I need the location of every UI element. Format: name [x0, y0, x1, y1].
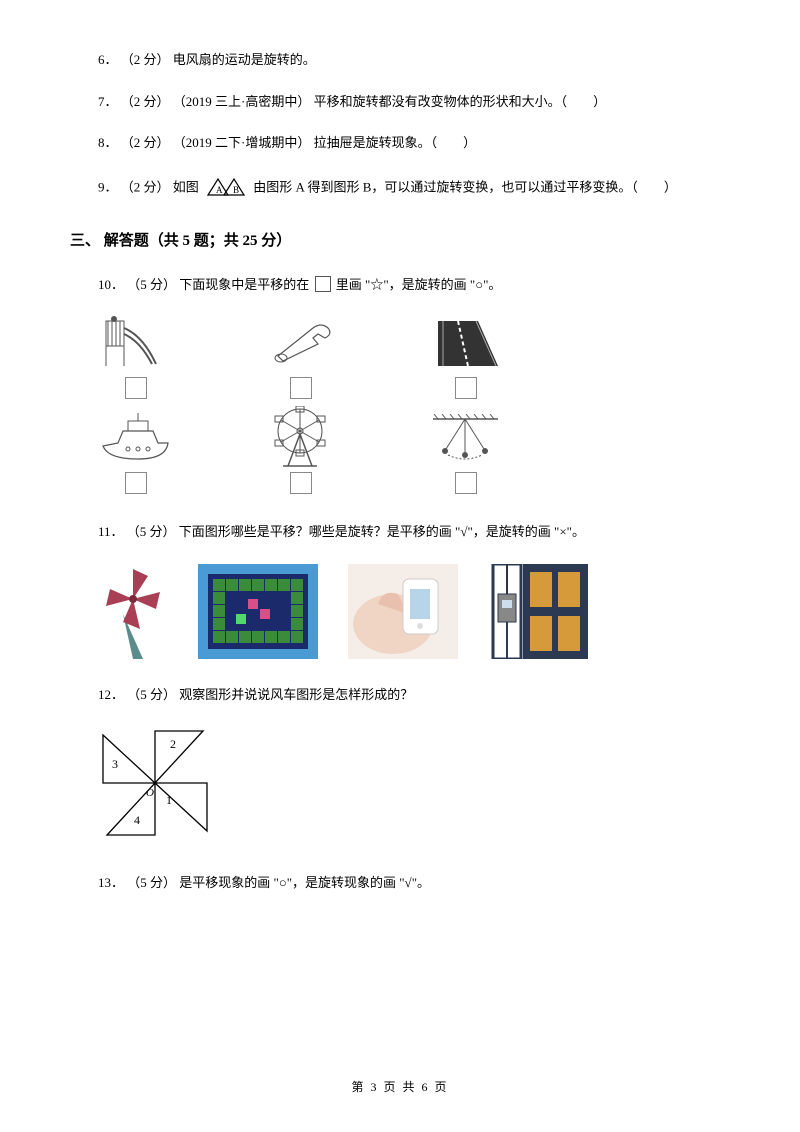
ship-icon [98, 411, 173, 466]
q13-text: 是平移现象的画 "○"，是旋转现象的画 "√"。 [179, 875, 430, 890]
game-map-icon [198, 564, 318, 659]
q10-pre: 下面现象中是平移的在 [179, 277, 312, 292]
page-footer: 第 3 页 共 6 页 [0, 1078, 800, 1096]
q10-item-ferris [263, 411, 338, 494]
q13-num: 13． [98, 875, 124, 890]
q13-pts: （5 分） [127, 875, 176, 890]
question-12: 12． （5 分） 观察图形并说说风车图形是怎样形成的？ [70, 685, 730, 705]
question-13: 13． （5 分） 是平移现象的画 "○"，是旋转现象的画 "√"。 [70, 873, 730, 893]
q10-box-6[interactable] [455, 472, 477, 494]
slide-icon [98, 316, 173, 371]
q10-item-ship [98, 411, 173, 494]
q7-text: 平移和旋转都没有改变物体的形状和大小。（ ） [314, 94, 607, 109]
q10-item-road [428, 316, 503, 399]
wrench-icon [263, 316, 338, 371]
q9-ab-shape: A B [206, 175, 246, 203]
q7-pts: （2 分） [121, 94, 170, 109]
question-10: 10． （5 分） 下面现象中是平移的在 里画 "☆"，是旋转的画 "○"。 [70, 275, 730, 295]
q12-num: 12． [98, 687, 124, 702]
q8-num: 8． [98, 135, 118, 150]
q8-src: （2019 二下·增城期中） [173, 135, 311, 150]
windmill-icon [98, 564, 168, 659]
q7-num: 7． [98, 94, 118, 109]
q11-pts: （5 分） [127, 524, 176, 539]
hand-device-icon [348, 564, 458, 659]
question-7: 7． （2 分） （2019 三上·高密期中） 平移和旋转都没有改变物体的形状和… [70, 92, 730, 112]
q10-pts: （5 分） [127, 277, 176, 292]
q8-pts: （2 分） [121, 135, 170, 150]
pinwheel-3: 3 [112, 757, 118, 771]
ferris-wheel-icon [263, 411, 338, 466]
q9-pre: 如图 [173, 179, 202, 194]
q11-text: 下面图形哪些是平移？哪些是旋转？是平移的画 "√"，是旋转的画 "×"。 [179, 524, 585, 539]
pendulum-icon [428, 411, 503, 466]
q11-images [70, 564, 730, 659]
q8-text: 拉抽屉是旋转现象。（ ） [314, 135, 477, 150]
pinwheel-o: O [146, 787, 154, 799]
q9-num: 9． [98, 179, 118, 194]
q9-pts: （2 分） [121, 179, 170, 194]
q6-num: 6． [98, 52, 118, 67]
road-icon [428, 316, 503, 371]
q10-item-pendulum [428, 411, 503, 494]
q10-row2 [70, 411, 730, 494]
pinwheel-4: 4 [134, 813, 140, 827]
q9-post: 由图形 A 得到图形 B，可以通过旋转变换，也可以通过平移变换。（ ） [253, 179, 677, 194]
q10-box-5[interactable] [290, 472, 312, 494]
q11-num: 11． [98, 524, 124, 539]
q10-item-wrench [263, 316, 338, 399]
q12-pts: （5 分） [127, 687, 176, 702]
q10-num: 10． [98, 277, 124, 292]
question-9: 9． （2 分） 如图 A B 由图形 A 得到图形 B，可以通过旋转变换，也可… [70, 175, 730, 203]
pinwheel-diagram: 1 2 3 4 O [70, 726, 730, 847]
pinwheel-2: 2 [170, 737, 176, 751]
question-8: 8． （2 分） （2019 二下·增城期中） 拉抽屉是旋转现象。（ ） [70, 133, 730, 153]
ab-b: B [233, 185, 239, 195]
q10-row1 [70, 316, 730, 399]
q6-text: 电风扇的运动是旋转的。 [173, 52, 316, 67]
q10-box-4[interactable] [125, 472, 147, 494]
q10-inline-box [315, 276, 331, 292]
q7-src: （2019 三上·高密期中） [173, 94, 311, 109]
q12-text: 观察图形并说说风车图形是怎样形成的？ [179, 687, 413, 702]
ab-a: A [216, 185, 223, 195]
question-11: 11． （5 分） 下面图形哪些是平移？哪些是旋转？是平移的画 "√"，是旋转的… [70, 522, 730, 542]
q10-box-1[interactable] [125, 377, 147, 399]
q10-box-3[interactable] [455, 377, 477, 399]
q6-pts: （2 分） [121, 52, 170, 67]
section-3-header: 三、 解答题（共 5 题；共 25 分） [70, 230, 730, 253]
question-6: 6． （2 分） 电风扇的运动是旋转的。 [70, 50, 730, 70]
q10-box-2[interactable] [290, 377, 312, 399]
pinwheel-1: 1 [166, 793, 172, 807]
q10-post: 里画 "☆"，是旋转的画 "○"。 [336, 277, 502, 292]
q10-item-slide [98, 316, 173, 399]
elevator-icon [488, 564, 588, 659]
